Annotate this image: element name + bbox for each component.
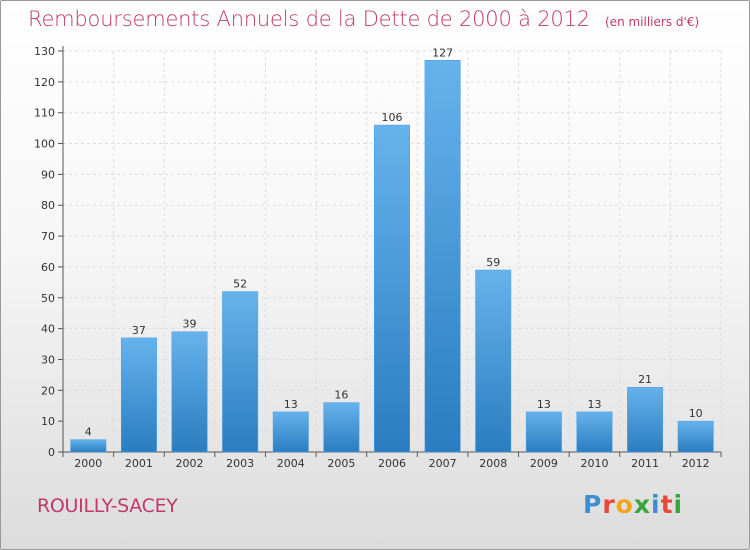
data-label: 13	[284, 398, 298, 411]
data-label: 52	[233, 278, 247, 291]
logo-letter: x	[633, 490, 651, 519]
bar	[374, 124, 410, 453]
x-tick-label: 2006	[378, 457, 406, 470]
y-tick-label: 120	[34, 76, 55, 89]
y-tick-label: 130	[34, 45, 55, 58]
logo-letter: o	[615, 490, 634, 519]
x-tick-label: 2003	[226, 457, 254, 470]
x-tick-label: 2010	[580, 457, 608, 470]
data-label: 4	[85, 426, 92, 439]
bar	[677, 420, 714, 453]
bar	[222, 291, 259, 453]
bar	[525, 411, 562, 453]
bar	[627, 386, 664, 453]
data-label: 10	[689, 407, 703, 420]
bar	[171, 331, 208, 453]
labels: 0 10 20 30 40 50 60 70 80 90 100 110 120 130 4 2000 37 20…	[34, 45, 710, 470]
y-tick-label: 110	[34, 107, 55, 120]
bar	[70, 439, 107, 453]
y-tick-label: 100	[34, 138, 55, 151]
x-tick-label: 2001	[125, 457, 153, 470]
logo-letter: i	[673, 490, 684, 519]
y-tick-label: 30	[41, 353, 55, 366]
x-tick-label: 2009	[530, 457, 558, 470]
x-tick-label: 2012	[682, 457, 710, 470]
y-tick-label: 0	[48, 446, 55, 459]
y-tick-label: 50	[41, 292, 55, 305]
x-tick-label: 2004	[277, 457, 305, 470]
chart-title: Remboursements Annuels de la Dette de 20…	[28, 7, 699, 31]
bar	[576, 411, 613, 453]
data-label: 16	[334, 389, 348, 402]
bar	[323, 402, 360, 453]
logo-letter: r	[602, 490, 616, 519]
data-label: 106	[382, 111, 403, 124]
logo-letter: t	[660, 490, 674, 519]
logo-letter: P	[583, 490, 603, 519]
y-tick-label: 60	[41, 261, 55, 274]
y-tick-label: 90	[41, 168, 55, 181]
title-unit: (en milliers d'€)	[605, 15, 700, 29]
y-tick-label: 40	[41, 323, 55, 336]
bar	[272, 411, 309, 453]
bar	[120, 337, 157, 453]
logo-letter: i	[651, 490, 661, 519]
data-label: 37	[132, 324, 146, 337]
bar	[475, 269, 512, 453]
y-tick-label: 20	[41, 384, 55, 397]
data-label: 59	[486, 256, 500, 269]
data-label: 13	[587, 398, 601, 411]
data-label: 127	[432, 46, 453, 59]
x-tick-label: 2008	[479, 457, 507, 470]
title-text: Remboursements Annuels de la Dette de 20…	[28, 7, 590, 31]
data-label: 39	[183, 318, 197, 331]
y-tick-label: 70	[41, 230, 55, 243]
x-tick-label: 2005	[327, 457, 355, 470]
x-tick-label: 2000	[74, 457, 102, 470]
y-tick-label: 10	[41, 415, 55, 428]
bar	[424, 60, 461, 453]
x-tick-label: 2007	[429, 457, 457, 470]
x-tick-label: 2002	[176, 457, 204, 470]
bars	[70, 60, 714, 453]
proxiti-logo: Proxiti	[583, 490, 683, 519]
data-label: 21	[638, 373, 652, 386]
commune-name: ROUILLY-SACEY	[37, 495, 178, 517]
x-tick-label: 2011	[631, 457, 659, 470]
y-tick-label: 80	[41, 199, 55, 212]
data-label: 13	[537, 398, 551, 411]
